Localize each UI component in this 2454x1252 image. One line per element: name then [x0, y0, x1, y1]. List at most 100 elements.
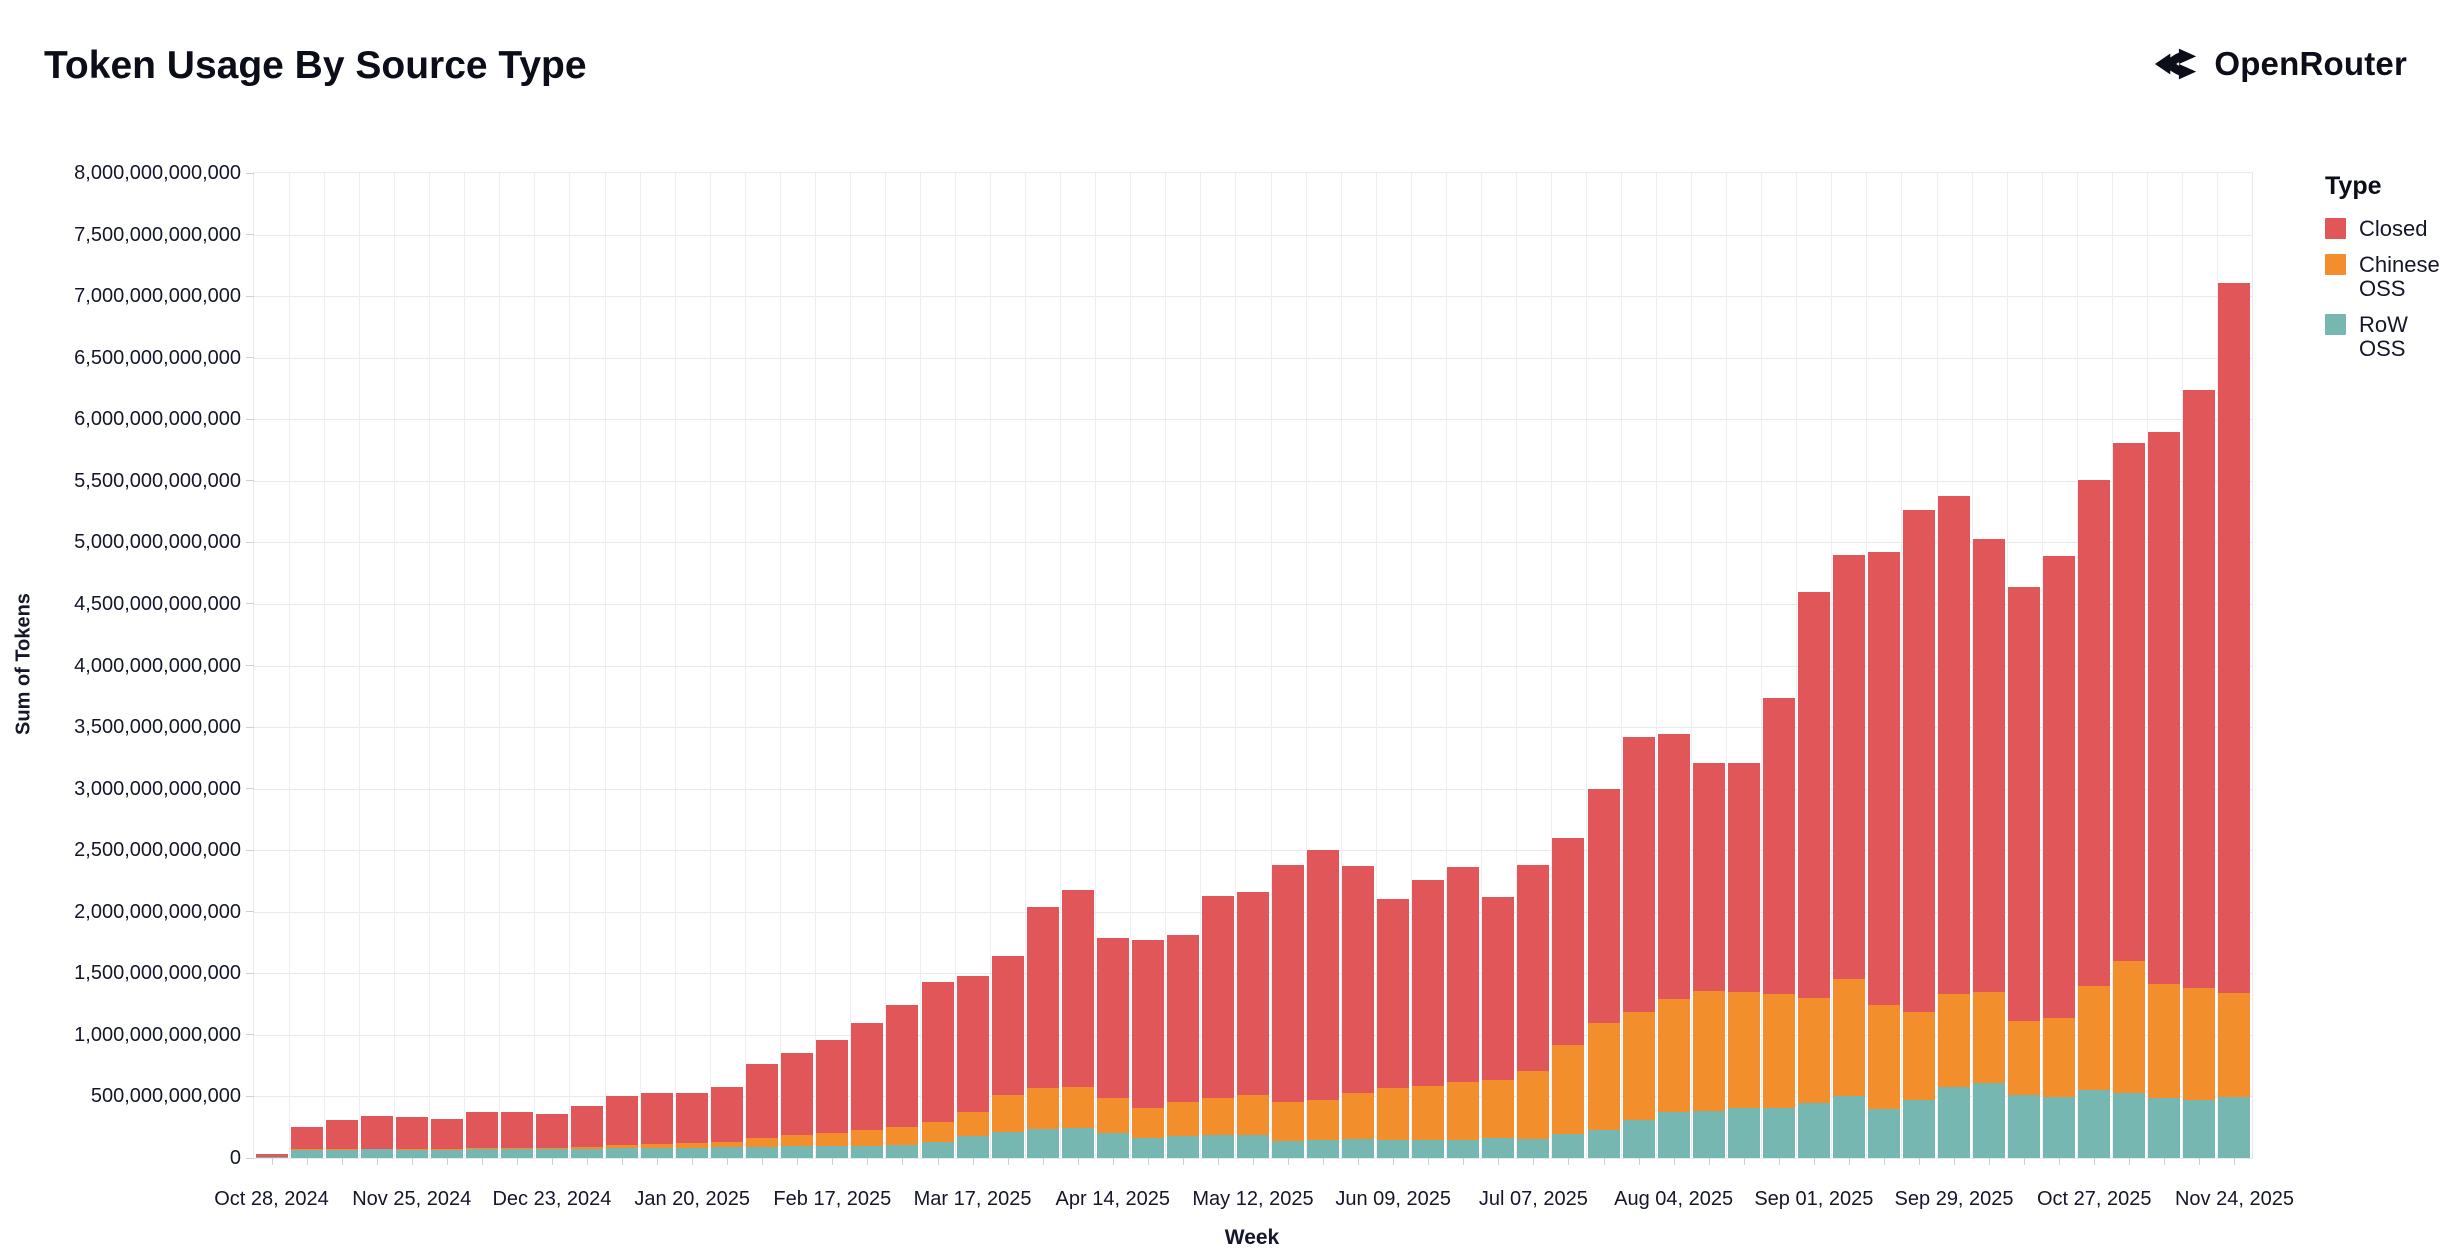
bar-segment-chinese-oss — [1096, 1098, 1129, 1133]
bar-segment-row-oss — [2148, 1098, 2181, 1158]
x-axis-tick — [1498, 1158, 1500, 1165]
legend-items: Closed Chinese OSS RoW OSS — [2325, 217, 2453, 361]
gridline-vertical — [2111, 173, 2113, 1158]
bar-segment-closed — [2078, 479, 2111, 986]
bar-segment-row-oss — [1552, 1134, 1585, 1158]
y-axis-tick — [246, 1095, 254, 1097]
y-axis-tick-label: 4,500,000,000,000 — [74, 592, 241, 615]
bar-segment-row-oss — [1307, 1140, 1340, 1158]
bar-segment-chinese-oss — [676, 1143, 709, 1148]
bar-week — [1201, 895, 1234, 1158]
bar-segment-chinese-oss — [2008, 1021, 2041, 1096]
gridline-vertical — [1550, 173, 1552, 1158]
x-axis-tick-label: Jun 09, 2025 — [1335, 1188, 1452, 1210]
bar-segment-row-oss — [430, 1150, 463, 1158]
gridline-vertical — [990, 173, 992, 1158]
bar-week — [1832, 554, 1865, 1158]
bar-segment-chinese-oss — [1903, 1011, 1935, 1101]
x-axis-tick — [1954, 1158, 1956, 1165]
bar-week — [1727, 762, 1760, 1158]
bar-week — [1797, 591, 1830, 1158]
y-axis-tick — [246, 726, 254, 728]
legend-item-label: Closed — [2359, 216, 2428, 241]
y-axis-tick — [246, 172, 254, 174]
bar-segment-row-oss — [1131, 1138, 1164, 1158]
bar-segment-chinese-oss — [1026, 1088, 1059, 1130]
bar-segment-closed — [991, 956, 1024, 1096]
bar-segment-row-oss — [395, 1149, 428, 1158]
bar-segment-row-oss — [711, 1147, 744, 1158]
bar-week — [395, 1117, 428, 1158]
gridline-vertical — [1445, 173, 1447, 1158]
gridline-vertical — [2076, 173, 2078, 1158]
y-axis-tick — [246, 665, 254, 666]
gridline-vertical — [2216, 173, 2218, 1158]
bar-segment-closed — [1377, 899, 1410, 1088]
x-axis-tick — [1778, 1158, 1780, 1165]
bar-week — [956, 975, 989, 1158]
x-axis-tick-label: Jul 07, 2025 — [1478, 1188, 1588, 1210]
bar-segment-row-oss — [2113, 1092, 2146, 1158]
x-axis-tick — [376, 1158, 378, 1165]
bar-segment-row-oss — [1797, 1103, 1830, 1158]
gridline-vertical — [569, 173, 571, 1158]
x-axis-tick — [2234, 1158, 2236, 1165]
bar-segment-chinese-oss — [1237, 1094, 1269, 1135]
bar-segment-row-oss — [1272, 1141, 1305, 1158]
bar-week — [1061, 889, 1094, 1158]
bar-segment-closed — [1201, 895, 1234, 1098]
bar-segment-chinese-oss — [2078, 985, 2111, 1091]
gridline-vertical — [1235, 173, 1237, 1158]
bar-segment-row-oss — [255, 1157, 288, 1158]
gridline-horizontal — [254, 788, 2252, 790]
bar-week — [2183, 389, 2216, 1158]
y-axis-tick-label: 500,000,000,000 — [90, 1085, 241, 1108]
bar-segment-closed — [1622, 736, 1655, 1012]
bar-week — [465, 1112, 498, 1158]
y-axis-tick-label: 7,500,000,000,000 — [74, 223, 241, 246]
bar-segment-closed — [1832, 554, 1865, 980]
bar-segment-row-oss — [571, 1148, 603, 1158]
x-axis-tick-label: Sep 01, 2025 — [1754, 1188, 1874, 1210]
bar-segment-row-oss — [1237, 1134, 1269, 1158]
bar-segment-closed — [921, 981, 954, 1122]
bar-week — [1657, 734, 1690, 1158]
bar-week — [1762, 697, 1795, 1158]
bar-segment-closed — [886, 1005, 919, 1127]
y-axis-tick — [246, 603, 254, 605]
x-axis-tick — [657, 1158, 659, 1165]
gridline-vertical — [2006, 173, 2008, 1158]
bar-week — [1272, 864, 1305, 1158]
gridline-vertical — [1305, 173, 1307, 1158]
gridline-vertical — [1656, 173, 1658, 1158]
bar-segment-closed — [395, 1117, 428, 1149]
bar-week — [1973, 538, 2006, 1158]
bar-segment-row-oss — [1692, 1110, 1725, 1158]
gridline-vertical — [1621, 173, 1623, 1158]
bar-segment-closed — [711, 1086, 744, 1142]
bar-segment-chinese-oss — [921, 1121, 954, 1142]
bar-segment-closed — [2183, 389, 2216, 989]
bar-week — [2008, 586, 2041, 1158]
x-axis-tick — [587, 1158, 588, 1165]
gridline-vertical — [464, 173, 466, 1158]
bar-segment-chinese-oss — [781, 1135, 814, 1147]
gridline-vertical — [2146, 173, 2148, 1158]
bar-segment-closed — [1903, 510, 1935, 1012]
gridline-vertical — [1165, 173, 1167, 1158]
gridline-vertical — [1761, 173, 1763, 1158]
openrouter-logo-icon — [2154, 44, 2200, 84]
bar-week — [2113, 442, 2146, 1158]
bar-segment-chinese-oss — [1482, 1080, 1515, 1138]
bar-segment-closed — [255, 1154, 288, 1157]
bar-week — [1482, 896, 1515, 1158]
legend-swatch-closed — [2325, 218, 2346, 239]
bar-segment-closed — [781, 1053, 814, 1136]
y-axis-tick-label: 4,000,000,000,000 — [74, 654, 241, 677]
x-axis-tick-label: Mar 17, 2025 — [913, 1188, 1032, 1210]
bar-segment-row-oss — [360, 1149, 393, 1158]
x-axis-tick — [2024, 1158, 2026, 1165]
x-axis-tick — [1112, 1158, 1114, 1165]
bar-week — [1096, 937, 1129, 1158]
y-axis-tick-label: 5,500,000,000,000 — [74, 469, 241, 492]
